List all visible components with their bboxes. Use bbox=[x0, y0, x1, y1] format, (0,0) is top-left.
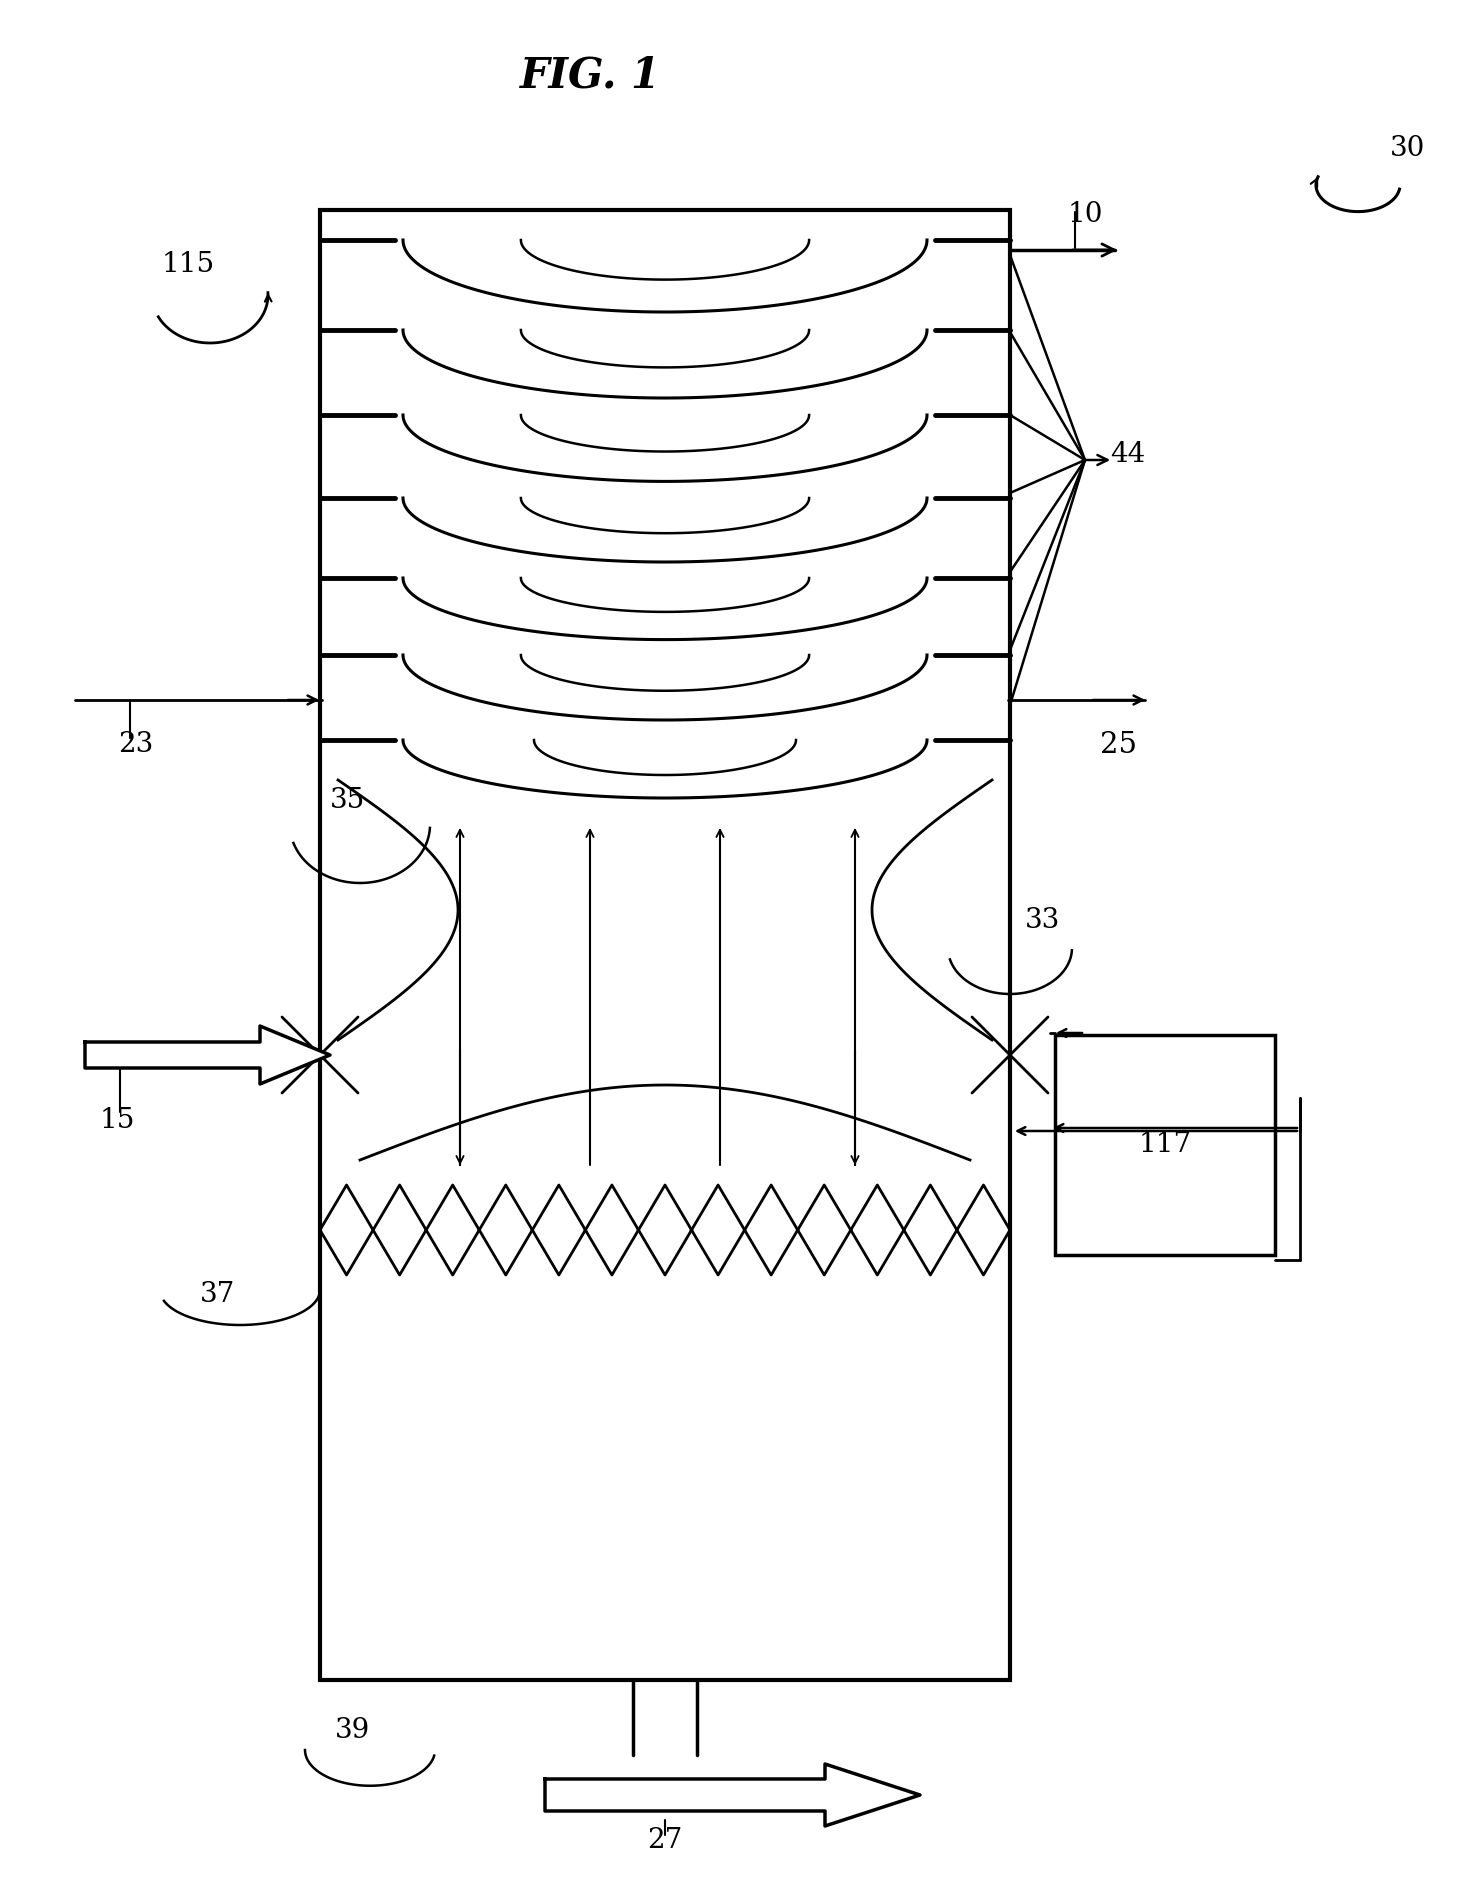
Text: 10: 10 bbox=[1068, 202, 1103, 229]
Text: 37: 37 bbox=[200, 1282, 235, 1309]
Text: 35: 35 bbox=[330, 787, 365, 813]
Polygon shape bbox=[84, 1027, 330, 1084]
Text: 27: 27 bbox=[648, 1827, 683, 1853]
Text: 33: 33 bbox=[1025, 906, 1060, 934]
Text: 115: 115 bbox=[163, 252, 214, 278]
Text: 44: 44 bbox=[1111, 441, 1145, 469]
Text: 39: 39 bbox=[336, 1717, 370, 1744]
Text: 30: 30 bbox=[1390, 134, 1426, 161]
Bar bbox=[1055, 1034, 1275, 1256]
Text: 23: 23 bbox=[118, 732, 154, 758]
Text: 15: 15 bbox=[101, 1106, 136, 1133]
Bar bbox=[319, 210, 1010, 1679]
Polygon shape bbox=[544, 1764, 920, 1827]
Text: 117: 117 bbox=[1139, 1131, 1192, 1159]
Text: FIG. 1: FIG. 1 bbox=[519, 55, 661, 96]
Text: 25: 25 bbox=[1100, 732, 1137, 758]
